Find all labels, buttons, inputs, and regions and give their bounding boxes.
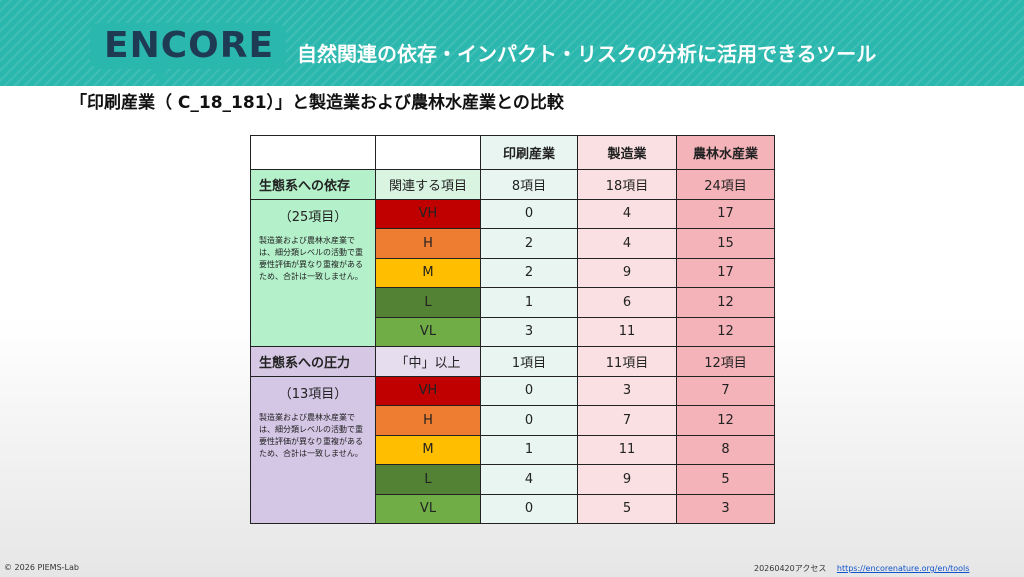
- pressure-item-count: （13項目）: [278, 386, 348, 402]
- table-cell: 6: [577, 287, 677, 318]
- rating-label: VL: [375, 493, 481, 524]
- table-cell: 1: [480, 434, 578, 465]
- rating-label: L: [375, 464, 481, 495]
- dependency-item-count: （25項目）: [278, 209, 348, 225]
- table-cell: 0: [480, 375, 578, 406]
- encore-logo: ENCORE: [104, 25, 275, 66]
- table-cell: 12: [676, 316, 775, 347]
- table-cell: 5: [676, 464, 775, 495]
- header-subtitle: 自然関連の依存・インパクト・リスクの分析に活用できるツール: [297, 42, 877, 66]
- rating-label: H: [375, 405, 481, 436]
- dependency-total-printing: 8項目: [480, 169, 578, 200]
- rating-label: M: [375, 434, 481, 465]
- rating-label: VL: [375, 316, 481, 347]
- table-header-row: 印刷産業 製造業 農林水産業: [250, 135, 775, 170]
- dependency-note-text: 製造業および農林水産業では、細分類レベルの活動で重要性評価が異なり重複があるため…: [259, 235, 363, 281]
- table-cell: 2: [480, 257, 578, 288]
- dependency-side-note: （25項目） 製造業および農林水産業では、細分類レベルの活動で重要性評価が異なり…: [250, 198, 376, 347]
- rating-label: VH: [375, 198, 481, 229]
- pressure-note-text: 製造業および農林水産業では、細分類レベルの活動で重要性評価が異なり重複があるため…: [259, 412, 363, 458]
- column-header-printing: 印刷産業: [480, 135, 578, 170]
- table-cell: 3: [480, 316, 578, 347]
- header-blank-cell: [375, 135, 481, 170]
- table-cell: 3: [577, 375, 677, 406]
- table-cell: 5: [577, 493, 677, 524]
- table-cell: 11: [577, 316, 677, 347]
- table-cell: 4: [577, 228, 677, 259]
- table-cell: 17: [676, 257, 775, 288]
- rating-label: L: [375, 287, 481, 318]
- table-cell: 2: [480, 228, 578, 259]
- table-cell: 17: [676, 198, 775, 229]
- header-blank-cell: [250, 135, 376, 170]
- table-cell: 4: [480, 464, 578, 495]
- table-row: VL 0 5 3: [251, 493, 775, 524]
- pressure-total-row: 生態系への圧力 「中」以上 1項目 11項目 12項目: [250, 346, 775, 377]
- dependency-sub-label: 関連する項目: [375, 169, 481, 200]
- pressure-total-agriculture: 12項目: [676, 346, 775, 377]
- table-cell: 0: [480, 198, 578, 229]
- table-cell: 4: [577, 198, 677, 229]
- table-row: H 2 4 15: [251, 228, 775, 259]
- dependency-section-label: 生態系への依存: [250, 169, 376, 200]
- dependency-total-agriculture: 24項目: [676, 169, 775, 200]
- pressure-total-manufacturing: 11項目: [577, 346, 677, 377]
- rating-label: H: [375, 228, 481, 259]
- column-header-agriculture: 農林水産業: [676, 135, 775, 170]
- logo-bubble: [90, 23, 286, 69]
- table-row: VL 3 11 12: [251, 316, 775, 347]
- logo-bubble-tail: [150, 67, 170, 81]
- table-cell: 0: [480, 493, 578, 524]
- table-cell: 12: [676, 405, 775, 436]
- dependency-total-row: 生態系への依存 関連する項目 8項目 18項目 24項目: [250, 169, 775, 200]
- table-cell: 7: [676, 375, 775, 406]
- footer-source: 20260420アクセス https://encorenature.org/en…: [754, 563, 969, 574]
- column-header-manufacturing: 製造業: [577, 135, 677, 170]
- rating-label: VH: [375, 375, 481, 406]
- table-cell: 1: [480, 287, 578, 318]
- comparison-table: 印刷産業 製造業 農林水産業 生態系への依存 関連する項目 8項目 18項目 2…: [250, 135, 775, 524]
- pressure-section-label: 生態系への圧力: [250, 346, 376, 377]
- table-cell: 3: [676, 493, 775, 524]
- table-cell: 11: [577, 434, 677, 465]
- table-row: L 4 9 5: [251, 464, 775, 495]
- dependency-total-manufacturing: 18項目: [577, 169, 677, 200]
- table-cell: 0: [480, 405, 578, 436]
- pressure-total-printing: 1項目: [480, 346, 578, 377]
- source-link[interactable]: https://encorenature.org/en/tools: [836, 564, 970, 573]
- copyright-text: © 2026 PIEMS-Lab: [4, 563, 79, 572]
- table-row: M 1 11 8: [251, 434, 775, 465]
- header-banner: [0, 0, 1024, 86]
- table-cell: 12: [676, 287, 775, 318]
- access-date: 20260420アクセス: [754, 564, 827, 573]
- table-row: （13項目） 製造業および農林水産業では、細分類レベルの活動で重要性評価が異なり…: [250, 375, 775, 524]
- table-cell: 15: [676, 228, 775, 259]
- rating-label: M: [375, 257, 481, 288]
- table-cell: 9: [577, 464, 677, 495]
- table-cell: 7: [577, 405, 677, 436]
- pressure-sub-label: 「中」以上: [375, 346, 481, 377]
- table-cell: 8: [676, 434, 775, 465]
- table-row: L 1 6 12: [251, 287, 775, 318]
- table-cell: 9: [577, 257, 677, 288]
- table-row: （25項目） 製造業および農林水産業では、細分類レベルの活動で重要性評価が異なり…: [250, 198, 775, 347]
- page-title: 「印刷産業（ C_18_181）」と製造業および農林水産業との比較: [70, 93, 564, 113]
- pressure-side-note: （13項目） 製造業および農林水産業では、細分類レベルの活動で重要性評価が異なり…: [250, 375, 376, 524]
